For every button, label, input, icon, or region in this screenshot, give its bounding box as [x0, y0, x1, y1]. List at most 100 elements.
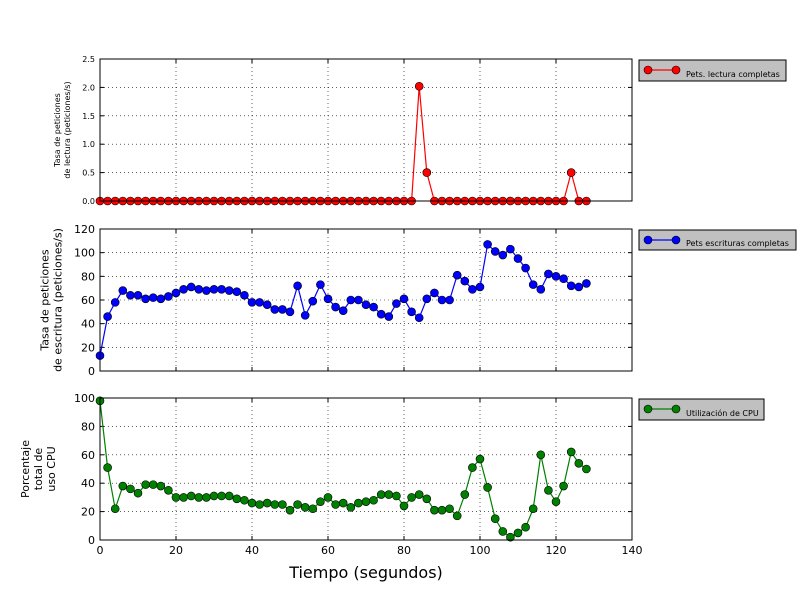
data-point — [513, 254, 523, 263]
data-point — [445, 504, 454, 514]
x-tick-label: 40 — [245, 544, 259, 557]
data-point — [255, 298, 264, 307]
data-point — [445, 295, 454, 305]
data-point — [452, 511, 462, 521]
data-point — [521, 263, 530, 273]
data-point — [582, 464, 591, 474]
x-tick-label: 20 — [169, 544, 183, 557]
data-point — [156, 294, 166, 304]
data-point — [506, 532, 515, 542]
data-point — [346, 503, 356, 512]
data-point — [566, 281, 576, 291]
legend-marker — [643, 235, 653, 245]
data-point — [285, 307, 295, 317]
legend-label: Utilización de CPU — [686, 408, 759, 418]
data-point — [224, 286, 234, 295]
data-point — [392, 299, 401, 308]
data-point — [376, 309, 386, 319]
y-tick-label: 0.5 — [82, 169, 95, 178]
data-point — [437, 505, 447, 515]
data-point — [316, 497, 325, 506]
data-point — [437, 295, 447, 305]
data-point — [285, 505, 295, 515]
y-tick-label: 40 — [81, 318, 95, 331]
data-point — [323, 493, 333, 502]
data-point — [308, 296, 318, 306]
data-point — [133, 290, 143, 300]
data-point — [179, 493, 188, 502]
data-point — [202, 286, 211, 295]
data-point — [156, 481, 166, 491]
legend-marker — [671, 404, 681, 414]
x-tick-label: 120 — [546, 544, 567, 557]
y-axis-label: Porcentajetotal deuso CPU — [19, 440, 58, 498]
data-point — [559, 274, 568, 284]
data-point — [338, 498, 348, 508]
data-point — [536, 450, 546, 460]
data-point — [384, 312, 394, 321]
data-point — [194, 493, 204, 502]
data-point — [559, 481, 568, 491]
legend-box — [638, 398, 765, 421]
subplot-reads: 0.0 0.5 1.0 1.5 2.0 2.5 Tasa de peticionesde l… — [53, 55, 633, 206]
data-point — [293, 281, 302, 291]
data-point — [528, 504, 538, 514]
data-point — [551, 272, 561, 281]
data-point — [338, 306, 348, 315]
data-point — [171, 288, 181, 298]
data-point — [293, 500, 302, 509]
y-axis-label-line: uso CPU — [45, 446, 58, 491]
data-point — [232, 287, 242, 297]
y-tick-label: 2.5 — [82, 55, 95, 64]
data-point — [247, 298, 257, 307]
y-axis-label-line: Tasa de peticiones — [53, 93, 62, 168]
y-axis-label-line: de escritura (peticiones/s) — [52, 228, 65, 372]
subplot-cpu: 0 20 40 60 80 100 0 20 40 60 80 100 120 140 Porcentaje… — [19, 392, 643, 557]
legend: Utilización de CPU — [638, 398, 765, 421]
data-point — [247, 498, 257, 508]
data-point — [544, 485, 553, 495]
data-point — [148, 480, 158, 489]
data-point — [551, 497, 561, 506]
y-axis-label-line: total de — [32, 448, 45, 491]
data-point — [110, 298, 120, 307]
y-tick-label: 60 — [81, 294, 95, 307]
legend-marker — [671, 65, 681, 75]
y-tick-label: 1.0 — [82, 140, 95, 149]
series-line — [99, 400, 587, 538]
data-point — [141, 480, 150, 489]
data-point — [430, 505, 439, 515]
data-point — [392, 491, 401, 501]
data-point — [407, 493, 416, 502]
y-tick-label: 120 — [74, 223, 95, 236]
data-point — [308, 504, 318, 514]
data-point — [528, 280, 538, 289]
data-point — [331, 500, 340, 509]
data-point — [361, 300, 371, 310]
legend-box — [638, 59, 787, 82]
data-point — [194, 285, 204, 294]
data-point — [240, 290, 249, 300]
data-point — [255, 500, 264, 509]
data-point — [490, 514, 500, 524]
y-tick-label: 100 — [74, 392, 95, 405]
y-tick-label: 20 — [81, 341, 95, 354]
legend-box — [638, 229, 797, 251]
data-point — [331, 302, 340, 312]
data-point — [209, 285, 219, 294]
data-point — [498, 250, 508, 260]
data-point — [270, 305, 280, 314]
legend: Pets escrituras completas — [638, 229, 797, 251]
y-axis-label-line: de lectura (peticiones/s) — [63, 81, 72, 178]
data-point — [376, 490, 386, 499]
data-point — [384, 490, 394, 499]
y-axis-label: Tasa de peticionesde lectura (peticiones… — [53, 81, 72, 178]
legend: Pets. lectura completas — [638, 59, 787, 82]
data-point — [186, 282, 196, 292]
data-point — [110, 504, 120, 514]
y-axis-label-line: Tasa de peticiones — [39, 249, 52, 352]
data-point — [513, 528, 523, 538]
subplot-writes: 0 20 40 60 80 100 120 Tasa de peticionesde escr… — [39, 223, 633, 378]
data-point — [323, 294, 333, 304]
data-point — [414, 490, 424, 499]
